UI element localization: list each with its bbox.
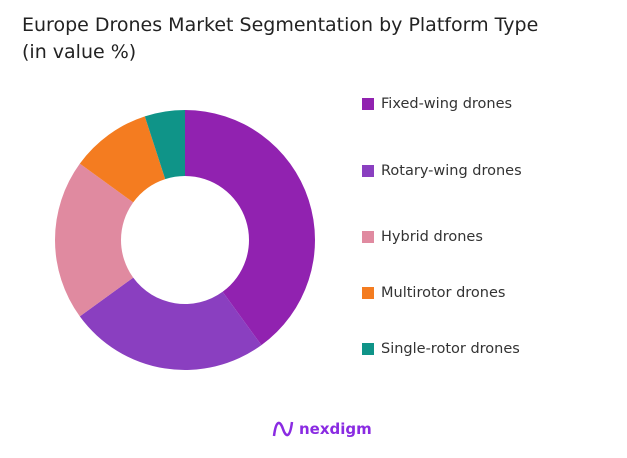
legend-label: Multirotor drones xyxy=(381,285,506,301)
legend-label: Hybrid drones xyxy=(381,229,483,245)
legend-swatch xyxy=(362,231,374,243)
legend-item: Single-rotor drones xyxy=(362,341,520,357)
legend-label: Rotary-wing drones xyxy=(381,163,522,179)
legend-label: Fixed-wing drones xyxy=(381,96,513,112)
legend-item: Rotary-wing drones xyxy=(362,163,522,179)
slice-fixed-wing-drones xyxy=(185,110,315,346)
logo-text: nexdigm xyxy=(299,420,372,438)
logo-wave-icon xyxy=(272,421,294,437)
chart-title: Europe Drones Market Segmentation by Pla… xyxy=(22,12,538,66)
legend-item: Multirotor drones xyxy=(362,285,505,301)
legend-swatch xyxy=(362,343,374,355)
slice-multirotor-drones xyxy=(79,116,166,203)
title-text: Europe Drones Market Segmentation by Pla… xyxy=(22,14,539,36)
legend-swatch xyxy=(362,165,374,177)
legend-item: Hybrid drones xyxy=(362,229,483,245)
legend-swatch xyxy=(362,287,374,299)
legend-item: Fixed-wing drones xyxy=(362,96,512,112)
slice-hybrid-drones xyxy=(55,163,134,317)
legend-label: Single-rotor drones xyxy=(381,341,520,357)
subtitle-text: (in value %) xyxy=(22,41,137,63)
nexdigm-logo: nexdigm xyxy=(272,418,372,440)
slice-rotary-wing-drones xyxy=(79,277,262,370)
slice-single-rotor-drones xyxy=(144,110,185,180)
legend-swatch xyxy=(362,98,374,110)
